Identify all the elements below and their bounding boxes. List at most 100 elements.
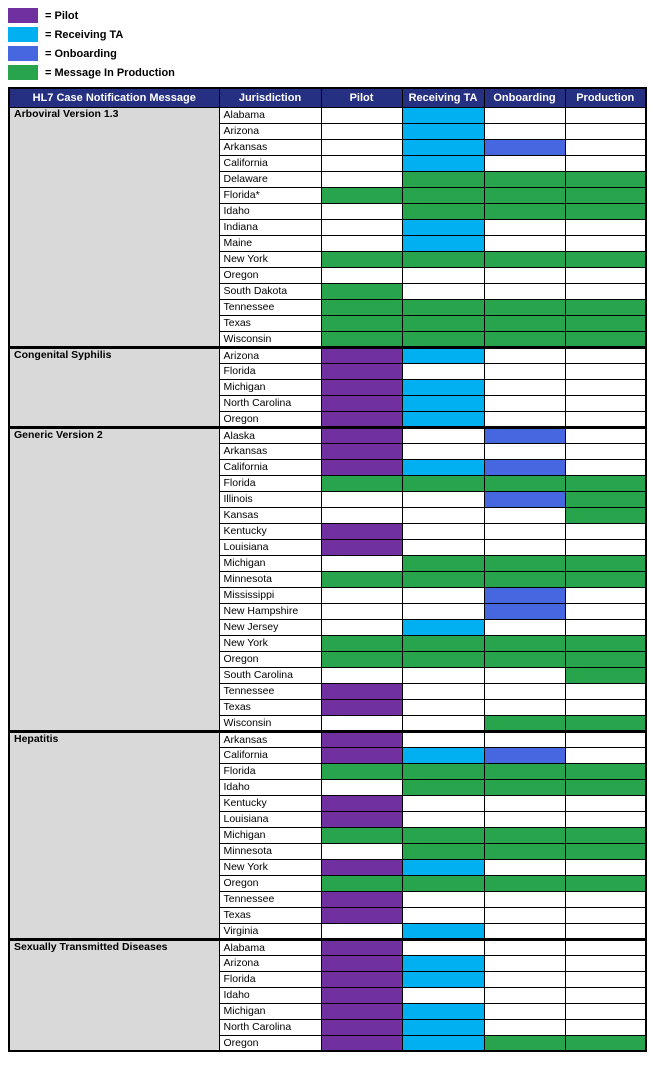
status-cell-onboarding bbox=[483, 618, 566, 636]
jurisdiction-cell: Indiana bbox=[218, 218, 322, 236]
status-cell-pilot bbox=[320, 362, 403, 380]
status-cell-production bbox=[564, 746, 647, 764]
status-cell-pilot bbox=[320, 522, 403, 540]
legend-label-onboarding: = Onboarding bbox=[45, 47, 117, 60]
status-cell-pilot bbox=[320, 602, 403, 620]
table-row: California bbox=[9, 154, 647, 172]
status-cell-production bbox=[564, 330, 647, 348]
jurisdiction-cell: Texas bbox=[218, 906, 322, 924]
status-cell-receiving-ta bbox=[401, 810, 485, 828]
status-cell-pilot bbox=[320, 778, 403, 796]
status-cell-receiving-ta bbox=[401, 362, 485, 380]
status-cell-onboarding bbox=[483, 506, 566, 524]
status-cell-production bbox=[564, 474, 647, 492]
jurisdiction-cell: Alabama bbox=[218, 106, 322, 124]
status-cell-pilot bbox=[320, 810, 403, 828]
legend-item-onboarding: = Onboarding bbox=[8, 46, 646, 61]
status-cell-onboarding bbox=[483, 858, 566, 876]
table-row: Idaho bbox=[9, 986, 647, 1004]
status-cell-onboarding bbox=[483, 954, 566, 972]
status-cell-receiving-ta bbox=[401, 410, 485, 428]
status-cell-pilot bbox=[320, 650, 403, 668]
status-cell-receiving-ta bbox=[401, 490, 485, 508]
jurisdiction-cell: Illinois bbox=[218, 490, 322, 508]
jurisdiction-cell: Florida bbox=[218, 474, 322, 492]
jurisdiction-cell: Louisiana bbox=[218, 538, 322, 556]
status-cell-pilot bbox=[320, 250, 403, 268]
jurisdiction-cell: Kentucky bbox=[218, 522, 322, 540]
status-cell-pilot bbox=[320, 890, 403, 908]
status-cell-onboarding bbox=[483, 794, 566, 812]
status-cell-pilot bbox=[320, 937, 403, 956]
table-row: Generic Version 2 Alaska bbox=[8, 425, 647, 732]
status-cell-production bbox=[564, 314, 647, 332]
table-row: New Jersey bbox=[9, 618, 647, 636]
status-cell-receiving-ta bbox=[401, 906, 485, 924]
status-cell-onboarding bbox=[483, 458, 566, 476]
table-row: Arkansas bbox=[9, 442, 647, 460]
status-cell-receiving-ta bbox=[401, 970, 485, 988]
status-cell-pilot bbox=[320, 970, 403, 988]
status-cell-production bbox=[564, 106, 647, 124]
status-cell-pilot bbox=[320, 266, 403, 284]
jurisdiction-cell: Minnesota bbox=[218, 570, 322, 588]
table-row: New Hampshire bbox=[9, 602, 647, 620]
table-row: Virginia bbox=[9, 922, 647, 940]
table-row: Minnesota bbox=[9, 842, 647, 860]
status-cell-receiving-ta bbox=[401, 826, 485, 844]
status-cell-production bbox=[564, 186, 647, 204]
table-row: Texas bbox=[9, 698, 647, 716]
status-cell-onboarding bbox=[483, 666, 566, 684]
table-row: Kentucky bbox=[9, 794, 647, 812]
status-cell-receiving-ta bbox=[401, 954, 485, 972]
jurisdiction-cell: Maine bbox=[218, 234, 322, 252]
status-cell-production bbox=[564, 218, 647, 236]
status-cell-onboarding bbox=[483, 250, 566, 268]
status-cell-pilot bbox=[320, 394, 403, 412]
status-cell-production bbox=[564, 298, 647, 316]
column-header-production: Production bbox=[564, 87, 647, 108]
status-cell-onboarding bbox=[483, 345, 566, 364]
status-cell-pilot bbox=[320, 425, 403, 444]
jurisdiction-cell: Minnesota bbox=[218, 842, 322, 860]
jurisdiction-cell: Florida bbox=[218, 762, 322, 780]
table-row: California bbox=[9, 746, 647, 764]
jurisdiction-cell: Arkansas bbox=[218, 442, 322, 460]
status-cell-onboarding bbox=[483, 330, 566, 348]
jurisdiction-cell: Arizona bbox=[218, 345, 322, 364]
status-cell-pilot bbox=[320, 410, 403, 428]
status-cell-onboarding bbox=[483, 937, 566, 956]
column-header-jurisdiction: Jurisdiction bbox=[218, 87, 322, 108]
table-row: Arkansas bbox=[9, 138, 647, 156]
jurisdiction-cell: Idaho bbox=[218, 778, 322, 796]
legend-label-pilot: = Pilot bbox=[45, 9, 79, 22]
table-row: Hepatitis Arkansas bbox=[8, 729, 647, 940]
status-cell-onboarding bbox=[483, 1018, 566, 1036]
status-cell-production bbox=[564, 826, 647, 844]
jurisdiction-cell: Arizona bbox=[218, 954, 322, 972]
status-cell-production bbox=[564, 682, 647, 700]
status-cell-receiving-ta bbox=[401, 666, 485, 684]
jurisdiction-cell: Michigan bbox=[218, 378, 322, 396]
status-cell-onboarding bbox=[483, 234, 566, 252]
status-cell-pilot bbox=[320, 842, 403, 860]
status-cell-pilot bbox=[320, 570, 403, 588]
column-header-message: HL7 Case Notification Message bbox=[8, 87, 220, 108]
table-row: Michigan bbox=[9, 826, 647, 844]
status-cell-receiving-ta bbox=[401, 986, 485, 1004]
status-cell-onboarding bbox=[483, 922, 566, 940]
status-cell-production bbox=[564, 138, 647, 156]
status-cell-onboarding bbox=[483, 410, 566, 428]
status-cell-pilot bbox=[320, 122, 403, 140]
status-cell-onboarding bbox=[483, 729, 566, 748]
status-cell-receiving-ta bbox=[401, 729, 485, 748]
table-row: Michigan bbox=[9, 378, 647, 396]
table-row: Oregon bbox=[9, 410, 647, 428]
status-cell-production bbox=[564, 778, 647, 796]
table-row: California bbox=[9, 458, 647, 476]
status-cell-receiving-ta bbox=[401, 794, 485, 812]
status-cell-receiving-ta bbox=[401, 746, 485, 764]
status-cell-pilot bbox=[320, 170, 403, 188]
section-label: Hepatitis bbox=[8, 729, 220, 940]
status-cell-receiving-ta bbox=[401, 250, 485, 268]
